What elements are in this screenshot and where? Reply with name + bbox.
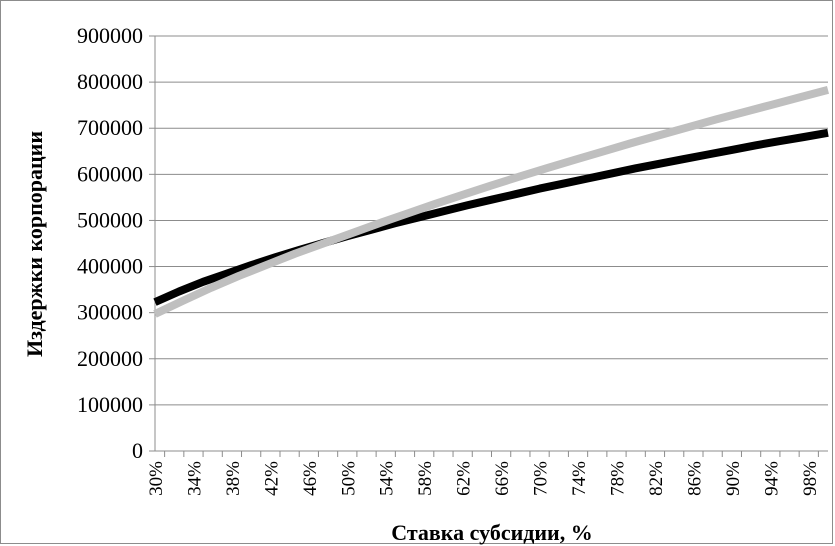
x-tick-label: 62% (454, 461, 475, 496)
x-tick-label: 50% (338, 461, 359, 496)
y-tick-label: 500000 (77, 207, 143, 232)
x-tick-label: 30% (146, 461, 167, 496)
y-tick-label: 400000 (77, 254, 143, 279)
gridlines (155, 35, 828, 406)
x-tick-label: 82% (646, 461, 667, 496)
y-tick-label: 600000 (77, 161, 143, 186)
x-tick-label: 54% (377, 461, 398, 496)
x-tick-label: 58% (415, 461, 436, 496)
x-tick-labels: 30% 34% 38% 42% 46% 50% 54% 58% 62% 66% 70% 74% 78% 8… (146, 461, 821, 496)
y-tick-labels: 0 100000 200000 300000 400000 500000 600000 700… (77, 23, 143, 463)
y-tick-label: 700000 (77, 115, 143, 140)
y-tick-label: 200000 (77, 346, 143, 371)
y-tick-label: 300000 (77, 300, 143, 325)
x-tick-label: 86% (684, 461, 705, 496)
x-tick-label: 74% (569, 461, 590, 496)
x-tick-label: 70% (531, 461, 552, 496)
y-tick-label: 0 (132, 438, 143, 463)
x-tick-label: 90% (723, 461, 744, 496)
x-tick-label: 98% (800, 461, 821, 496)
series-line-2 (153, 86, 830, 318)
y-tick-label: 900000 (77, 23, 143, 48)
series-lines (153, 86, 830, 318)
x-tick-label: 78% (607, 461, 628, 496)
series-line-1 (153, 128, 829, 306)
y-tick-label: 100000 (77, 392, 143, 417)
axes (149, 35, 828, 457)
x-tick-label: 42% (261, 461, 282, 496)
x-tick-label: 34% (184, 461, 205, 496)
x-tick-label: 94% (761, 461, 782, 496)
x-tick-label: 46% (300, 461, 321, 496)
y-axis-title: Издержки корпорации (22, 131, 47, 357)
y-tick-label: 800000 (77, 69, 143, 94)
x-axis-title: Ставка субсидии, % (391, 520, 593, 545)
x-tick-label: 66% (492, 461, 513, 496)
x-tick-label: 38% (223, 461, 244, 496)
